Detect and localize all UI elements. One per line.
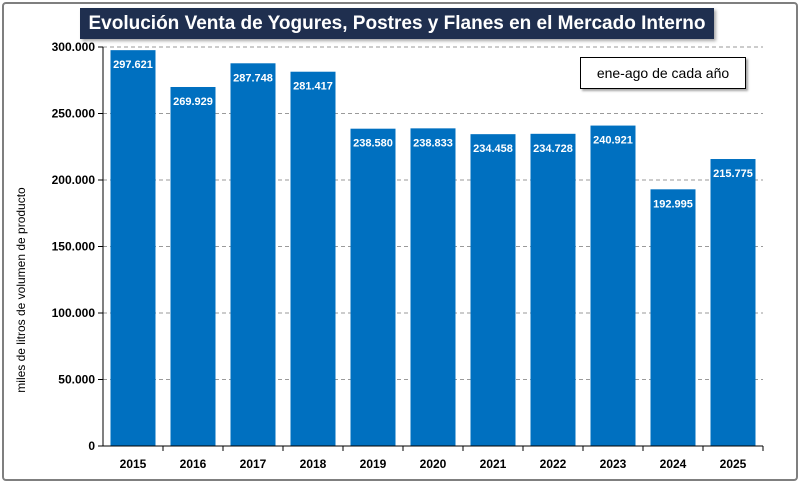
bar-2015	[110, 50, 156, 447]
x-tick-label: 2019	[360, 457, 387, 471]
x-tick-label: 2018	[300, 457, 327, 471]
bar-2016	[170, 86, 216, 446]
data-label-2025: 215.775	[713, 168, 753, 180]
data-label-2020: 238.833	[413, 137, 453, 149]
data-label-2016: 269.929	[173, 96, 213, 108]
bar-2022	[530, 133, 576, 446]
y-axis-title: miles de litros de volumen de producto	[14, 187, 28, 393]
x-tick-label: 2020	[420, 457, 447, 471]
x-tick-label: 2021	[480, 457, 507, 471]
x-tick-label: 2015	[120, 457, 147, 471]
x-tick-label: 2024	[660, 457, 687, 471]
bar-2018	[290, 71, 336, 446]
bars	[110, 50, 756, 447]
x-ticks: 2015 2016 2017 2018 2019 2020 2021 2022 2023 2024…	[120, 446, 764, 471]
y-tick-label: 150.000	[52, 240, 96, 254]
data-label-2017: 287.748	[233, 72, 273, 84]
x-tick-label: 2022	[540, 457, 567, 471]
y-tick-label: 200.000	[52, 173, 96, 187]
chart-title: Evolución Venta de Yogures, Postres y Fl…	[80, 8, 714, 39]
data-label-2018: 281.417	[293, 81, 333, 93]
y-tick-label: 50.000	[58, 373, 95, 387]
bar-2021	[470, 134, 516, 447]
data-labels: 297.621 269.929 287.748 281.417 238.580 238.8…	[113, 59, 753, 210]
bar-2017	[230, 63, 276, 446]
bar-2023	[590, 125, 636, 446]
period-note-box: ene-ago de cada año	[580, 57, 746, 89]
bar-2025	[710, 159, 756, 446]
data-label-2022: 234.728	[533, 143, 573, 155]
x-tick-label: 2017	[240, 457, 267, 471]
x-tick-label: 2016	[180, 457, 207, 471]
bar-2024	[650, 189, 696, 446]
y-tick-label: 300.000	[52, 40, 96, 54]
y-tick-label: 250.000	[52, 107, 96, 121]
data-label-2023: 240.921	[593, 135, 633, 147]
chart-title-text: Evolución Venta de Yogures, Postres y Fl…	[88, 12, 706, 34]
bar-2019	[350, 128, 396, 446]
y-tick-label: 100.000	[52, 306, 96, 320]
data-label-2021: 234.458	[473, 143, 513, 155]
data-label-2015: 297.621	[113, 59, 153, 71]
bar-2020	[410, 128, 456, 446]
x-tick-label: 2025	[720, 457, 747, 471]
period-note-text: ene-ago de cada año	[596, 65, 730, 81]
y-ticks: 0 50.000 100.000 150.000 200.000 250.000 300.0…	[52, 40, 103, 453]
data-label-2024: 192.995	[653, 198, 693, 210]
y-tick-label: 0	[88, 439, 95, 453]
data-label-2019: 238.580	[353, 138, 393, 150]
x-tick-label: 2023	[600, 457, 627, 471]
